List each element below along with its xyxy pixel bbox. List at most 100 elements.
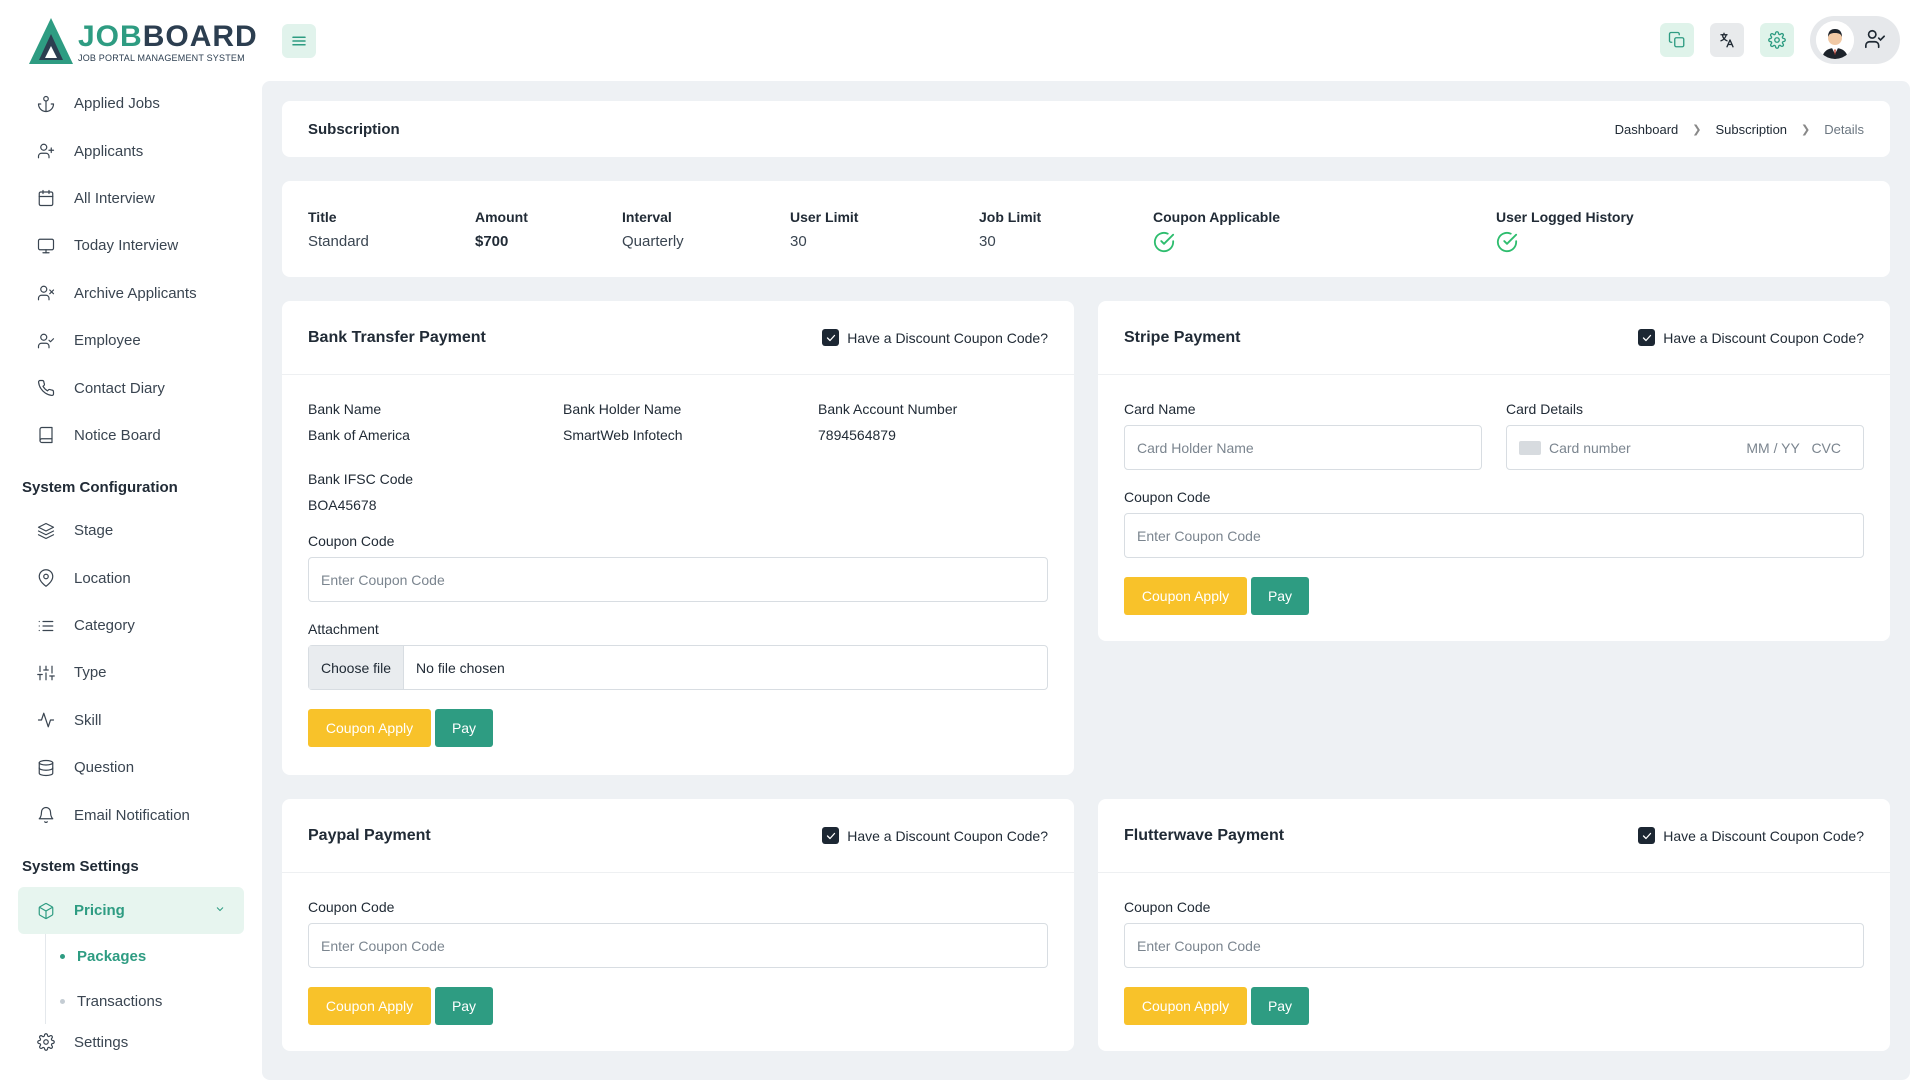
sidebar-subitem-label: Transactions <box>77 993 163 1011</box>
bank-name-value: Bank of America <box>308 427 410 443</box>
gear-icon <box>36 1032 56 1052</box>
discount-coupon-checkbox[interactable]: Have a Discount Coupon Code? <box>1638 329 1864 346</box>
main-content: Subscription Dashboard ❯ Subscription ❯ … <box>262 81 1910 1080</box>
sidebar-item-email-notification[interactable]: Email Notification <box>18 791 244 838</box>
coupon-apply-button[interactable]: Coupon Apply <box>1124 577 1247 615</box>
discount-coupon-checkbox[interactable]: Have a Discount Coupon Code? <box>822 827 1048 844</box>
attachment-file-input[interactable]: Choose file No file chosen <box>308 645 1048 690</box>
menu-toggle-button[interactable] <box>282 24 316 58</box>
plan-user-limit-label: User Limit <box>790 209 859 225</box>
sidebar-item-skill[interactable]: Skill <box>18 697 244 744</box>
breadcrumb-subscription[interactable]: Subscription <box>1715 121 1788 137</box>
coupon-code-input[interactable]: Enter Coupon Code <box>308 923 1048 968</box>
plan-title-value: Standard <box>308 233 369 250</box>
discount-coupon-checkbox[interactable]: Have a Discount Coupon Code? <box>822 329 1048 346</box>
activity-icon <box>36 710 56 730</box>
top-bar-actions <box>1644 16 1900 64</box>
sidebar-item-label: Settings <box>74 1033 129 1051</box>
sidebar-item-location[interactable]: Location <box>18 555 244 602</box>
sidebar-item-label: Location <box>74 569 131 587</box>
sidebar-item-label: Category <box>74 617 135 635</box>
checkbox-checked-icon <box>1638 827 1656 844</box>
chevron-down-icon <box>214 902 226 919</box>
sidebar-item-pricing[interactable]: Pricing <box>18 886 244 935</box>
sidebar-subitem-transactions[interactable]: Transactions <box>18 979 244 1025</box>
sidebar-item-notice-board[interactable]: Notice Board <box>18 412 244 459</box>
sidebar-item-applied-jobs[interactable]: Applied Jobs <box>18 80 244 127</box>
pay-button[interactable]: Pay <box>1251 577 1309 615</box>
hamburger-icon <box>292 36 306 46</box>
chevron-right-icon: ❯ <box>1801 123 1811 136</box>
credit-card-icon <box>1519 440 1541 455</box>
sidebar-item-settings[interactable]: Settings <box>18 1028 244 1056</box>
bank-transfer-title: Bank Transfer Payment <box>308 328 486 346</box>
package-icon <box>36 901 56 921</box>
coupon-apply-button[interactable]: Coupon Apply <box>1124 987 1247 1025</box>
coupon-code-label: Coupon Code <box>1124 489 1211 505</box>
sidebar-subitem-packages[interactable]: Packages <box>18 934 244 980</box>
sidebar-item-label: Applied Jobs <box>74 95 160 113</box>
copy-button[interactable] <box>1660 23 1694 57</box>
discount-coupon-label: Have a Discount Coupon Code? <box>1663 827 1864 844</box>
breadcrumb-dashboard[interactable]: Dashboard <box>1614 121 1679 137</box>
sidebar-item-label: Skill <box>74 711 102 729</box>
attachment-label: Attachment <box>308 621 379 637</box>
sidebar-item-label: Employee <box>74 332 141 350</box>
coupon-code-input[interactable]: Enter Coupon Code <box>1124 513 1864 558</box>
coupon-code-input[interactable]: Enter Coupon Code <box>1124 923 1864 968</box>
card-cvc-placeholder: CVC <box>1811 439 1841 456</box>
sidebar-item-stage[interactable]: Stage <box>18 507 244 554</box>
logo-subtitle: JOB PORTAL MANAGEMENT SYSTEM <box>78 52 245 63</box>
logo-icon <box>28 16 74 68</box>
check-circle-icon <box>1496 225 1634 256</box>
card-details-label: Card Details <box>1506 401 1584 417</box>
user-menu[interactable] <box>1810 16 1900 64</box>
translate-icon <box>1720 32 1734 48</box>
card-details-input[interactable]: Card number MM / YY CVC <box>1506 425 1864 470</box>
pay-button[interactable]: Pay <box>435 987 493 1025</box>
pay-button[interactable]: Pay <box>1251 987 1309 1025</box>
coupon-code-input[interactable]: Enter Coupon Code <box>308 557 1048 602</box>
chevron-right-icon: ❯ <box>1692 123 1702 136</box>
logo[interactable]: JOBBOARD JOB PORTAL MANAGEMENT SYSTEM <box>28 16 257 68</box>
card-name-input[interactable]: Card Holder Name <box>1124 425 1482 470</box>
choose-file-button[interactable]: Choose file <box>309 646 405 689</box>
breadcrumb: Dashboard ❯ Subscription ❯ Details <box>1615 122 1864 137</box>
sidebar-item-today-interview[interactable]: Today Interview <box>18 222 244 269</box>
user-check-icon <box>36 331 56 351</box>
settings-button[interactable] <box>1760 23 1794 57</box>
card-number-placeholder: Card number <box>1549 439 1631 456</box>
monitor-icon <box>36 236 56 256</box>
stripe-title: Stripe Payment <box>1124 328 1241 346</box>
pay-button[interactable]: Pay <box>435 709 493 747</box>
discount-coupon-checkbox[interactable]: Have a Discount Coupon Code? <box>1638 827 1864 844</box>
bank-account-value: 7894564879 <box>818 427 896 443</box>
paypal-title: Paypal Payment <box>308 826 431 844</box>
paypal-payment-card: Paypal Payment Have a Discount Coupon Co… <box>282 799 1074 1051</box>
sidebar-subitem-label: Packages <box>77 948 147 966</box>
check-circle-icon <box>1153 225 1280 256</box>
coupon-apply-button[interactable]: Coupon Apply <box>308 987 431 1025</box>
copy-icon <box>1668 31 1685 48</box>
sidebar-item-category[interactable]: Category <box>18 602 244 649</box>
sidebar-item-all-interview[interactable]: All Interview <box>18 175 244 222</box>
card-expiry-placeholder: MM / YY <box>1746 439 1800 456</box>
sidebar-item-applicants[interactable]: Applicants <box>18 127 244 174</box>
discount-coupon-label: Have a Discount Coupon Code? <box>847 329 1048 346</box>
sidebar-item-contact-diary[interactable]: Contact Diary <box>18 364 244 411</box>
coupon-code-label: Coupon Code <box>308 899 395 915</box>
coupon-code-label: Coupon Code <box>1124 899 1211 915</box>
sidebar-item-employee[interactable]: Employee <box>18 317 244 364</box>
sidebar-item-question[interactable]: Question <box>18 744 244 791</box>
bank-holder-label: Bank Holder Name <box>563 401 682 417</box>
user-x-icon <box>36 283 56 303</box>
user-check-icon <box>1864 28 1886 53</box>
logo-title: JOBBOARD <box>78 19 258 53</box>
sidebar-item-archive-applicants[interactable]: Archive Applicants <box>18 270 244 317</box>
avatar <box>1816 21 1854 59</box>
coupon-apply-button[interactable]: Coupon Apply <box>308 709 431 747</box>
bank-account-label: Bank Account Number <box>818 401 958 417</box>
plan-amount-value: $700 <box>475 233 509 250</box>
sidebar-item-type[interactable]: Type <box>18 649 244 696</box>
language-button[interactable] <box>1710 23 1744 57</box>
